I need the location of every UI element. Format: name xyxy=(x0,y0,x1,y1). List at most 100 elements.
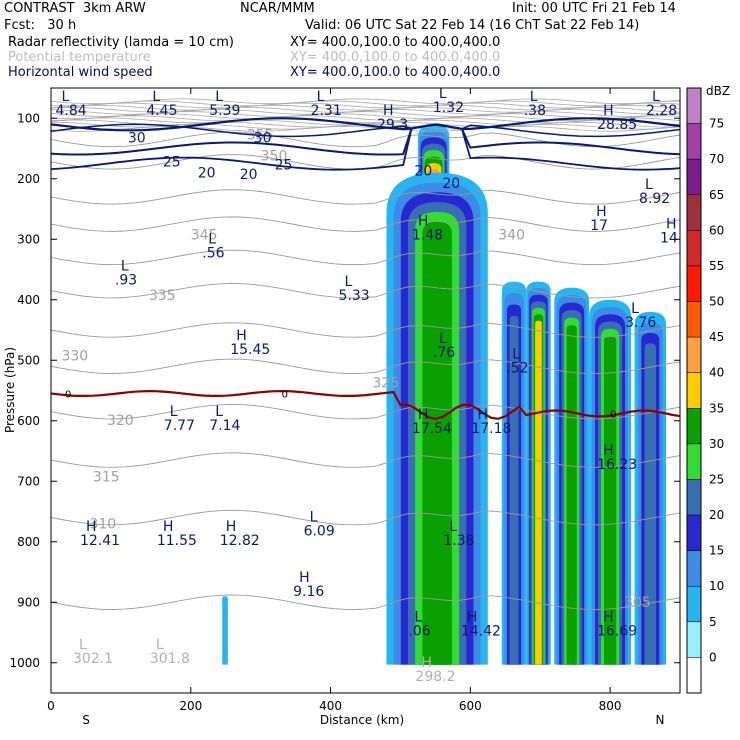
extrema-type: L xyxy=(170,404,178,420)
extrema-type: H xyxy=(163,519,174,535)
theta-label: 305 xyxy=(624,595,651,611)
theta-contour xyxy=(51,282,680,299)
extrema-type: H xyxy=(86,519,97,535)
x-tick-label: 0 xyxy=(47,699,55,713)
colorbar-tick-label: 70 xyxy=(709,152,724,166)
theta-contour xyxy=(51,358,680,375)
colorbar-band xyxy=(686,408,702,445)
colorbar-tick-label: 55 xyxy=(709,259,724,273)
model-title: CONTRAST 3km ARW xyxy=(4,1,146,16)
wind-contour xyxy=(51,123,680,138)
field-potential-temperature-xy: XY= 400.0,100.0 to 400.0,400.0 xyxy=(290,50,501,65)
extrema-type: L xyxy=(208,231,216,247)
extrema-value: 7.77 xyxy=(164,418,195,434)
colorbar-frame xyxy=(686,87,702,694)
extrema-value: 1.48 xyxy=(412,227,443,243)
colorbar-band xyxy=(686,443,702,480)
center-label: NCAR/MMM xyxy=(240,1,315,16)
y-tick-label: 500 xyxy=(17,353,40,367)
colorbar-tick-label: 20 xyxy=(709,508,724,522)
colorbar-tick-label: 40 xyxy=(709,366,724,380)
echo-column xyxy=(222,596,228,665)
y-tick-label: 900 xyxy=(17,595,40,609)
colorbar-tick-label: 5 xyxy=(709,615,717,629)
extrema-type: L xyxy=(215,404,223,420)
colorbar-tick-label: 35 xyxy=(709,401,724,415)
extrema-value: 1.38 xyxy=(443,533,474,549)
extrema-value: 2.28 xyxy=(646,103,677,119)
theta-contour xyxy=(51,216,680,232)
extrema-type: H xyxy=(421,655,432,671)
extrema-value: 28.85 xyxy=(597,117,637,133)
theta-contour xyxy=(51,509,680,526)
echo-column xyxy=(554,287,590,665)
x-tick-label: 800 xyxy=(599,699,622,713)
extrema-value: 16.23 xyxy=(597,457,637,473)
extrema-type: L xyxy=(310,510,318,526)
wind-label: 20 xyxy=(198,166,216,182)
valid-time: Valid: 06 UTC Sat 22 Feb 14 (16 ChT Sat … xyxy=(305,18,640,33)
extrema-value: 15.45 xyxy=(230,342,270,358)
theta-label: 345 xyxy=(191,227,218,243)
extrema-type: L xyxy=(152,89,160,105)
plot-frame xyxy=(50,87,681,694)
extrema-value: .93 xyxy=(115,273,137,289)
wind-label: 20 xyxy=(414,164,432,180)
extrema-type: H xyxy=(236,328,247,344)
extrema-value: 5.33 xyxy=(339,288,370,304)
south-label: S xyxy=(82,713,90,727)
extrema-type: L xyxy=(121,259,129,275)
x-tick-label: 400 xyxy=(319,699,342,713)
theta-label: 320 xyxy=(107,413,134,429)
theta-contour xyxy=(51,115,680,122)
colorbar-band xyxy=(686,158,702,196)
extrema-value: 17 xyxy=(590,218,608,234)
theta-contour xyxy=(51,189,680,205)
echo-band xyxy=(509,315,519,665)
colorbar-band xyxy=(686,336,702,373)
y-tick-label: 600 xyxy=(17,414,40,428)
freezing-level-line xyxy=(51,389,680,421)
field-wind-speed-xy: XY= 400.0,100.0 to 400.0,400.0 xyxy=(290,65,501,80)
extrema-value: 6.09 xyxy=(304,524,335,540)
extrema-value: 302.1 xyxy=(73,651,113,667)
wind-label: 25 xyxy=(275,158,293,174)
theta-contour xyxy=(51,403,680,420)
extrema-labels: L4.84L4.45L5.39L2.31L1.32L.38L2.28H29.3H… xyxy=(55,88,691,685)
colorbar-tick-label: 75 xyxy=(709,117,724,131)
extrema-value: 14.0 xyxy=(660,230,691,246)
theta-label: 310 xyxy=(89,516,116,532)
wind-contour xyxy=(51,117,680,132)
y-tick-label: 400 xyxy=(17,293,40,307)
colorbar-band xyxy=(686,87,702,124)
colorbar-band xyxy=(686,479,702,516)
echo-band xyxy=(566,325,577,665)
wind-label: 30 xyxy=(128,130,146,146)
extrema-type: H xyxy=(666,216,677,232)
colorbar-band xyxy=(686,123,702,160)
x-axis-label: Distance (km) xyxy=(320,713,404,727)
y-axis-label: Pressure (hPa) xyxy=(3,347,17,433)
colorbar-tick-label: 30 xyxy=(709,437,724,451)
echo-column xyxy=(501,281,527,665)
extrema-type: L xyxy=(156,637,164,653)
theta-contour xyxy=(51,322,680,338)
extrema-type: H xyxy=(477,407,488,423)
north-label: N xyxy=(656,713,665,727)
colorbar-tick-label: 45 xyxy=(709,330,724,344)
colorbar-band xyxy=(686,514,702,551)
extrema-type: H xyxy=(299,570,310,586)
extrema-type: L xyxy=(61,89,69,105)
field-potential-temperature: Potential temperature xyxy=(8,50,151,65)
y-tick-label: 700 xyxy=(17,474,40,488)
colorbar-tick-label: 50 xyxy=(709,295,724,309)
colorbar-tick-label: 65 xyxy=(709,188,724,202)
colorbar-tick-label: 15 xyxy=(709,544,724,558)
theta-contour xyxy=(51,131,680,148)
y-tick-label: 100 xyxy=(17,111,40,125)
wind-label: 20 xyxy=(240,167,258,183)
